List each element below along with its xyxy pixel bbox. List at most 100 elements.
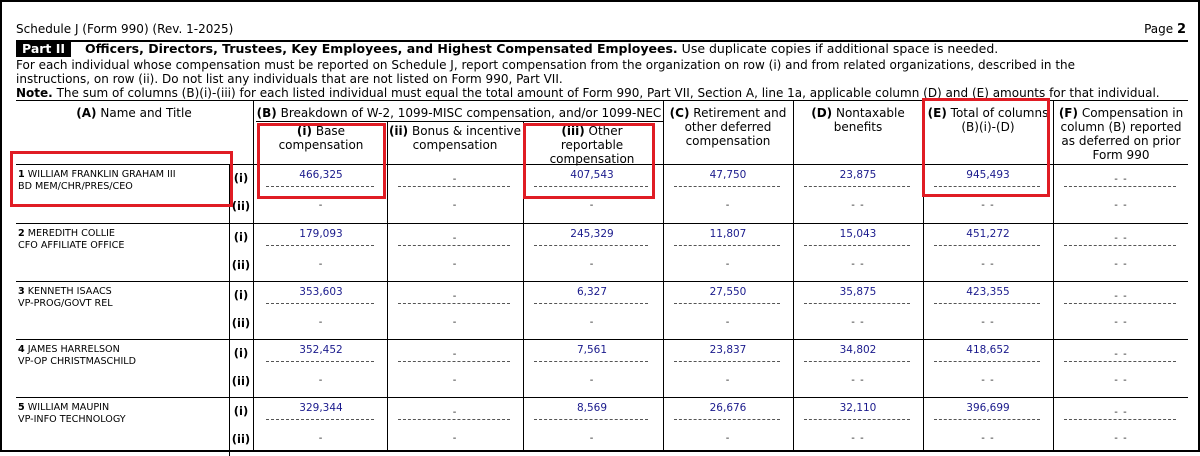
empty-mark: - - <box>794 375 922 386</box>
col-d-text2: benefits <box>834 120 883 134</box>
col-f-text4: Form 990 <box>1093 148 1150 162</box>
empty-mark: - <box>388 433 522 444</box>
value-total: 451,272 <box>924 228 1052 240</box>
empty-mark: - - <box>1054 233 1188 244</box>
col-a-text: Name and Title <box>100 106 191 120</box>
value-dash-line <box>1064 303 1176 304</box>
value-nontaxable: 32,110 <box>794 402 922 414</box>
value-nontaxable: 35,875 <box>794 286 922 298</box>
value-dash-line <box>534 419 648 420</box>
instructions: For each individual whose compensation m… <box>16 58 1186 100</box>
value-dash-line <box>266 419 374 420</box>
empty-mark: - <box>388 233 522 244</box>
instructions-line-1: For each individual whose compensation m… <box>16 58 1186 72</box>
empty-mark: - <box>524 375 660 386</box>
person-number: 4 <box>18 344 25 355</box>
value-dash-line <box>398 186 510 187</box>
empty-mark: - <box>664 259 792 270</box>
empty-mark: - - <box>1054 174 1188 185</box>
highlight-total-columns <box>922 98 1050 197</box>
value-dash-line <box>266 303 374 304</box>
part-heading: Part II Officers, Directors, Trustees, K… <box>16 41 998 57</box>
col-d-text1: Nontaxable <box>836 106 905 120</box>
empty-mark: - <box>256 317 386 328</box>
person-name: MEREDITH COLLIE <box>28 228 115 239</box>
empty-mark: - <box>388 349 522 360</box>
empty-mark: - <box>664 433 792 444</box>
empty-mark: - - <box>1054 349 1188 360</box>
person-title: VP-PROG/GOVT REL <box>18 298 113 309</box>
col-b-label: (B) <box>257 106 277 120</box>
col-b-header: (B) Breakdown of W-2, 1099-MISC compensa… <box>254 106 664 120</box>
value-dash-line <box>398 245 510 246</box>
row-separator <box>16 397 1188 398</box>
value-dash-line <box>674 186 780 187</box>
value-base: 353,603 <box>256 286 386 298</box>
empty-mark: - - <box>924 200 1052 211</box>
value-dash-line <box>534 245 648 246</box>
empty-mark: - <box>664 375 792 386</box>
person-title: CFO AFFILIATE OFFICE <box>18 240 124 251</box>
value-dash-line <box>934 361 1040 362</box>
col-b-text: Breakdown of W-2, 1099-MISC compensation… <box>281 106 662 120</box>
col-c-text1: Retirement and <box>693 106 786 120</box>
value-total: 423,355 <box>924 286 1052 298</box>
empty-mark: - <box>664 200 792 211</box>
value-dash-line <box>934 245 1040 246</box>
value-nontaxable: 23,875 <box>794 169 922 181</box>
col-divider-e <box>1053 101 1054 452</box>
col-c-header: (C) Retirement and other deferred compen… <box>664 106 792 148</box>
page-num: 2 <box>1177 22 1186 37</box>
row-tag-ii: (ii) <box>229 258 253 272</box>
col-f-header: (F) Compensation in column (B) reported … <box>1054 106 1188 162</box>
empty-mark: - <box>388 407 522 418</box>
empty-mark: - <box>524 317 660 328</box>
value-retirement: 26,676 <box>664 402 792 414</box>
person-number: 2 <box>18 228 25 239</box>
value-dash-line <box>804 303 910 304</box>
person-title: VP-INFO TECHNOLOGY <box>18 414 126 425</box>
value-dash-line <box>1064 245 1176 246</box>
row-tag-i: (i) <box>229 288 253 302</box>
empty-mark: - <box>256 433 386 444</box>
value-nontaxable: 15,043 <box>794 228 922 240</box>
col-a-header: (A) Name and Title <box>16 106 252 120</box>
value-dash-line <box>1064 186 1176 187</box>
instructions-line-2: instructions, on row (ii). Do not list a… <box>16 72 1186 86</box>
empty-mark: - - <box>1054 375 1188 386</box>
empty-mark: - <box>388 291 522 302</box>
value-base: 179,093 <box>256 228 386 240</box>
value-dash-line <box>674 419 780 420</box>
person-number: 5 <box>18 402 25 413</box>
part-label: Part II <box>16 41 71 57</box>
col-bii-label: (ii) <box>389 124 408 138</box>
empty-mark: - <box>256 200 386 211</box>
empty-mark: - - <box>794 259 922 270</box>
row-tag-ii: (ii) <box>229 316 253 330</box>
form-id: Schedule J (Form 990) (Rev. 1-2025) <box>16 22 233 36</box>
highlight-name-row-1 <box>10 151 233 207</box>
row-separator <box>16 281 1188 282</box>
row-tag-i: (i) <box>229 230 253 244</box>
page-prefix: Page <box>1144 22 1173 36</box>
row-separator <box>16 339 1188 340</box>
value-dash-line <box>266 245 374 246</box>
empty-mark: - <box>388 259 522 270</box>
col-f-text2: column (B) reported <box>1060 120 1181 134</box>
person-name: KENNETH ISAACS <box>28 286 112 297</box>
col-c-text3: compensation <box>686 134 771 148</box>
empty-mark: - <box>388 375 522 386</box>
empty-mark: - <box>524 433 660 444</box>
value-dash-line <box>674 303 780 304</box>
value-dash-line <box>534 361 648 362</box>
empty-mark: - - <box>924 259 1052 270</box>
empty-mark: - - <box>1054 407 1188 418</box>
highlight-base-compensation <box>257 123 386 199</box>
value-other: 8,569 <box>524 402 660 414</box>
row-tag-i: (i) <box>229 346 253 360</box>
col-f-label: (F) <box>1059 106 1078 120</box>
value-dash-line <box>1064 361 1176 362</box>
